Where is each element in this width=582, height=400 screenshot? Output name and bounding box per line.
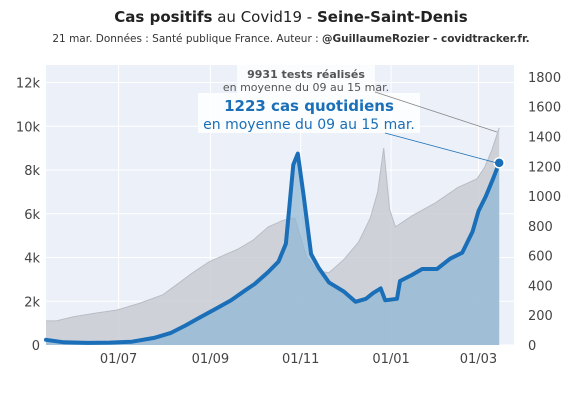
chart-subtitle: 21 mar. Données : Santé publique France.… — [52, 33, 529, 45]
y-left-tick-label: 8k — [24, 164, 40, 179]
tests-annotation-label: 9931 tests réalisés — [247, 68, 365, 81]
cases-line — [44, 151, 502, 345]
y-left-tick-label: 0 — [32, 339, 40, 354]
subtitle-author: @GuillaumeRozier - covidtracker.fr. — [322, 33, 530, 45]
x-tick-label: 01/09 — [192, 352, 229, 367]
cases-last-point — [493, 157, 505, 169]
annotation-group: 9931 tests réalisés en moyenne du 09 au … — [198, 64, 498, 164]
cases-layer — [44, 151, 505, 345]
cases-annotation-arrow — [384, 132, 498, 164]
x-tick-label: 01/07 — [100, 352, 137, 367]
y-left-tick-label: 4k — [24, 252, 40, 267]
y-right-tick-label: 600 — [528, 250, 553, 265]
x-tick-label: 01/01 — [372, 352, 409, 367]
y-right-tick-label: 200 — [528, 309, 553, 324]
x-tick-label: 01/11 — [282, 352, 319, 367]
chart-title-part2: au Covid19 - — [212, 8, 317, 26]
chart-title-part3: Seine-Saint-Denis — [317, 8, 468, 26]
y-left-tick-label: 10k — [16, 120, 41, 135]
axes-layer: 0 2k 4k 6k 8k 10k 12k 0 200 400 600 800 1000 1200 1400… — [16, 71, 561, 367]
y-right-tick-label: 1800 — [528, 71, 561, 86]
cases-annotation-sub: en moyenne du 09 au 15 mar. — [203, 117, 415, 133]
y-right-tick-label: 0 — [528, 339, 536, 354]
y-right-tick-label: 1000 — [528, 190, 561, 205]
y-right-tick-label: 1600 — [528, 101, 561, 116]
y-right-tick-label: 400 — [528, 279, 553, 294]
x-tick-label: 01/03 — [460, 352, 497, 367]
y-left-tick-label: 12k — [16, 77, 41, 92]
cases-annotation-box — [198, 93, 420, 133]
y-right-tick-label: 800 — [528, 220, 553, 235]
y-left-tick-label: 2k — [24, 295, 40, 310]
tests-annotation-box — [237, 64, 375, 94]
cases-annotation-label: 1223 cas quotidiens — [224, 97, 394, 115]
y-left-tick-label: 6k — [24, 208, 40, 223]
tests-annotation-arrow — [374, 91, 498, 133]
chart-title: Cas positifs au Covid19 - Seine-Saint-De… — [114, 8, 467, 26]
y-right-tick-label: 1400 — [528, 130, 561, 145]
y-right-tick-label: 1200 — [528, 160, 561, 175]
tests-area — [46, 127, 500, 345]
chart-title-part1: Cas positifs — [114, 8, 212, 26]
subtitle-prefix: 21 mar. Données : Santé publique France.… — [52, 33, 322, 45]
cases-area — [46, 153, 500, 345]
tests-annotation-sub: en moyenne du 09 au 15 mar. — [223, 81, 389, 94]
